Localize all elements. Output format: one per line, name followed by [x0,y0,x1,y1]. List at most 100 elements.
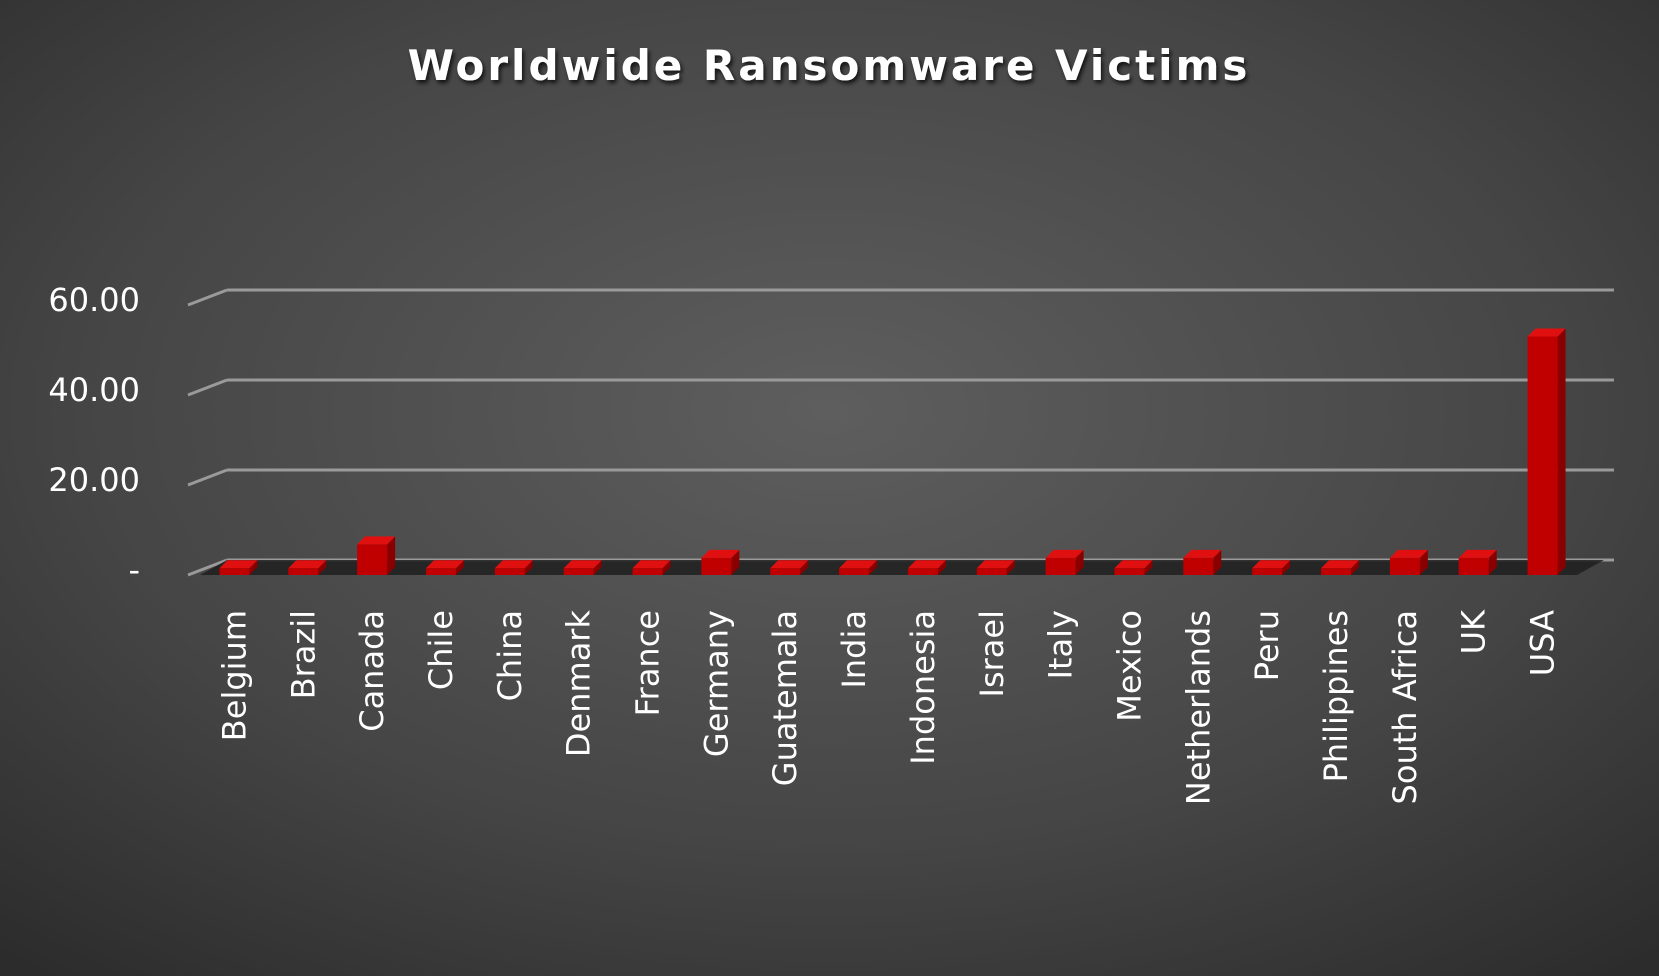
bar-side [1419,549,1428,575]
x-tick-label: Netherlands [1179,610,1217,805]
bar-front [563,568,594,575]
bar-top [632,560,671,569]
x-tick-label: Guatemala [766,610,804,786]
x-tick-label: Chile [422,610,460,690]
bar-side [524,560,533,575]
bar [357,536,396,575]
x-tick-label: Canada [353,610,391,732]
bar-side [1282,560,1291,575]
bar-front [632,568,663,575]
x-tick-label: Peru [1248,610,1286,681]
bar-top [219,560,258,569]
x-tick-label: Israel [973,610,1011,697]
bar-top [839,560,878,569]
bar-side [1213,549,1222,575]
bar [425,560,464,575]
bar-top [976,560,1015,569]
bar-front [1114,568,1145,575]
bar-top [288,560,327,569]
bar-front [907,568,938,575]
gridline-connector [187,468,228,487]
bar [494,560,533,575]
gridline-connector [187,558,228,577]
bar-top [1183,549,1222,558]
bar [907,560,946,575]
y-tick-label: 20.00 [48,461,140,499]
bar-front [770,568,801,575]
bar-side [1075,549,1084,575]
bar-front [1045,557,1076,575]
bar-side [387,536,396,575]
bar-side [1488,549,1497,575]
bar [839,560,878,575]
bar-top [770,560,809,569]
bar-top [563,560,602,569]
bar-front [288,568,319,575]
bar-side [1557,328,1566,575]
bar-side [455,560,464,575]
bar-top [1321,560,1360,569]
x-tick-label: Brazil [284,610,322,699]
bar [632,560,671,575]
bar [1321,560,1360,575]
x-tick-label: Philippines [1317,610,1355,782]
bar [1458,549,1497,575]
bar-front [1527,336,1558,575]
bar-side [1351,560,1360,575]
x-tick-label: South Africa [1386,610,1424,804]
bar-front [839,568,870,575]
bar [219,560,258,575]
x-tick-label: UK [1455,609,1493,654]
bar-top [701,549,740,558]
bar-side [800,560,809,575]
bar-top [357,536,396,545]
x-tick-label: Mexico [1110,610,1148,722]
bar [1183,549,1222,575]
x-tick-label: Italy [1042,610,1080,679]
y-tick-label: 60.00 [48,281,140,319]
bar-top [1252,560,1291,569]
bar-front [976,568,1007,575]
bar [1527,328,1566,575]
bar-top [425,560,464,569]
bar-top [1389,549,1428,558]
bar [701,549,740,575]
bar [1114,560,1153,575]
bar-side [869,560,878,575]
bar-top [1527,328,1566,337]
y-tick-label: - [128,551,140,589]
x-tick-label: France [629,610,667,716]
chart-title: Worldwide Ransomware Victims [408,41,1251,90]
bar-front [1389,557,1420,575]
bar-top [907,560,946,569]
bars [219,328,1566,575]
bar-front [494,568,525,575]
x-tick-label: India [835,610,873,689]
bar-front [1252,568,1283,575]
bar [976,560,1015,575]
bar-top [1458,549,1497,558]
x-axis-tick-labels: Belgium Brazil Canada Chile China Denmark Fran… [215,609,1561,805]
bar-side [731,549,740,575]
x-tick-label: USA [1524,610,1562,676]
x-tick-label: China [491,610,529,701]
bar [1389,549,1428,575]
bar-side [1006,560,1015,575]
bar-front [701,557,732,575]
bar-front [357,544,388,575]
bar-front [1183,557,1214,575]
x-tick-label: Denmark [560,610,598,758]
bar [1252,560,1291,575]
bar-side [593,560,602,575]
bar [288,560,327,575]
bar-top [1114,560,1153,569]
y-tick-label: 40.00 [48,371,140,409]
bar-side [662,560,671,575]
bar [1045,549,1084,575]
bar-front [219,568,250,575]
x-tick-label: Germany [697,610,735,757]
bar-side [937,560,946,575]
gridline-connector [187,378,228,397]
